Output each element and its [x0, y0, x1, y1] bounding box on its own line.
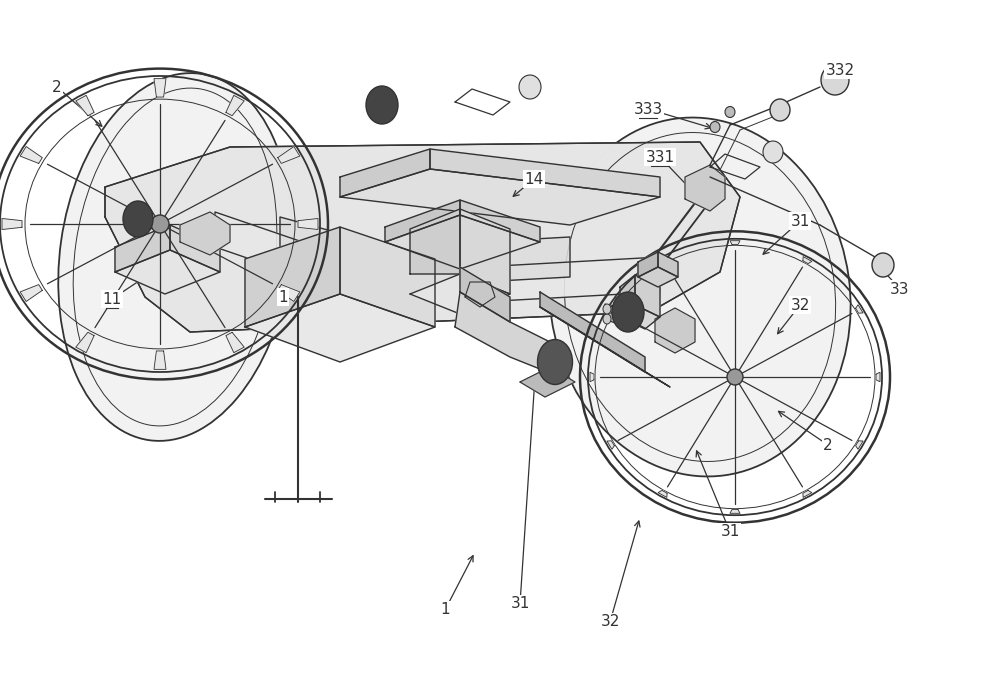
Polygon shape: [620, 305, 660, 329]
Polygon shape: [340, 169, 660, 225]
Polygon shape: [105, 142, 740, 332]
Ellipse shape: [770, 99, 790, 121]
Polygon shape: [620, 275, 635, 317]
Ellipse shape: [872, 253, 894, 277]
Polygon shape: [410, 274, 510, 314]
Text: 33: 33: [890, 282, 910, 297]
Ellipse shape: [603, 314, 611, 324]
Polygon shape: [278, 146, 300, 164]
Polygon shape: [856, 441, 863, 449]
Ellipse shape: [710, 122, 720, 133]
Polygon shape: [340, 149, 430, 197]
Polygon shape: [540, 292, 645, 372]
Polygon shape: [226, 333, 244, 352]
Polygon shape: [2, 218, 22, 229]
Polygon shape: [803, 257, 812, 264]
Text: 14: 14: [524, 172, 544, 186]
Polygon shape: [460, 267, 510, 322]
Polygon shape: [298, 218, 318, 229]
Ellipse shape: [763, 141, 783, 163]
Ellipse shape: [603, 304, 611, 314]
Polygon shape: [730, 240, 740, 245]
Polygon shape: [655, 308, 695, 353]
Polygon shape: [180, 212, 230, 255]
Text: 31: 31: [510, 596, 530, 611]
Text: 11: 11: [102, 291, 122, 306]
Polygon shape: [245, 227, 340, 327]
Text: 2: 2: [52, 80, 62, 95]
Ellipse shape: [821, 65, 849, 95]
Polygon shape: [607, 441, 614, 449]
Ellipse shape: [549, 117, 851, 477]
Text: 332: 332: [825, 63, 855, 78]
Text: 32: 32: [600, 614, 620, 629]
Polygon shape: [115, 250, 220, 294]
Text: 331: 331: [645, 150, 675, 164]
Polygon shape: [635, 275, 660, 317]
Polygon shape: [76, 95, 94, 115]
Polygon shape: [590, 372, 594, 382]
Polygon shape: [658, 491, 667, 497]
Ellipse shape: [123, 201, 153, 237]
Polygon shape: [20, 284, 42, 302]
Polygon shape: [430, 149, 660, 197]
Text: 1: 1: [278, 289, 288, 304]
Polygon shape: [385, 200, 460, 242]
Polygon shape: [876, 372, 880, 382]
Polygon shape: [730, 510, 740, 513]
Text: 31: 31: [720, 524, 740, 539]
Text: 2: 2: [823, 438, 833, 453]
Polygon shape: [465, 282, 495, 307]
Polygon shape: [410, 209, 460, 274]
Ellipse shape: [727, 369, 743, 385]
Polygon shape: [685, 165, 725, 211]
Polygon shape: [520, 367, 575, 397]
Polygon shape: [638, 252, 658, 277]
Polygon shape: [540, 307, 670, 387]
Polygon shape: [460, 209, 510, 294]
Polygon shape: [245, 294, 435, 362]
Polygon shape: [115, 225, 170, 272]
Polygon shape: [278, 284, 300, 302]
Text: 32: 32: [790, 297, 810, 313]
Polygon shape: [658, 257, 667, 264]
Ellipse shape: [519, 75, 541, 99]
Polygon shape: [658, 252, 678, 277]
Polygon shape: [340, 227, 435, 327]
Ellipse shape: [725, 106, 735, 117]
Ellipse shape: [58, 73, 292, 441]
Polygon shape: [803, 491, 812, 497]
Polygon shape: [76, 333, 94, 352]
Text: 333: 333: [633, 102, 663, 117]
Ellipse shape: [151, 215, 169, 233]
Polygon shape: [460, 200, 540, 242]
Polygon shape: [607, 305, 614, 313]
Polygon shape: [605, 304, 625, 327]
Polygon shape: [20, 146, 42, 164]
Ellipse shape: [538, 339, 572, 385]
Polygon shape: [215, 212, 660, 307]
Polygon shape: [226, 95, 244, 115]
Polygon shape: [280, 217, 570, 287]
Polygon shape: [154, 78, 166, 97]
Polygon shape: [385, 215, 540, 269]
Polygon shape: [154, 351, 166, 370]
Polygon shape: [105, 142, 740, 332]
Polygon shape: [638, 267, 678, 287]
Polygon shape: [856, 305, 863, 313]
Polygon shape: [455, 292, 560, 377]
Text: 1: 1: [440, 602, 450, 618]
Polygon shape: [170, 225, 220, 272]
Text: 31: 31: [790, 214, 810, 229]
Ellipse shape: [612, 292, 644, 332]
Ellipse shape: [366, 86, 398, 124]
